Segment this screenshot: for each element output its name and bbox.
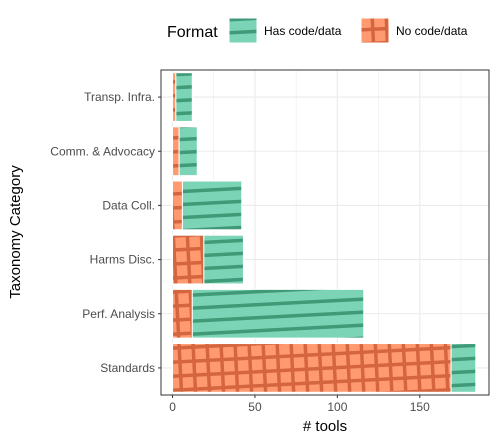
- legend: Format Has code/data No code/data: [167, 17, 468, 44]
- bar-comm-advocacy-has-code-data: [178, 126, 198, 177]
- y-tick-label-standards: Standards: [100, 361, 155, 375]
- x-tick-label-150: 150: [410, 400, 430, 414]
- y-tick-label-data-coll: Data Coll.: [102, 198, 155, 212]
- legend-label-has-code-data: Has code/data: [264, 24, 342, 38]
- bar-harms-disc-has-code-data: [203, 234, 244, 285]
- plot-panel: [161, 70, 489, 395]
- legend-title: Format: [167, 24, 218, 41]
- bar-harms-disc-no-code-data: [172, 234, 205, 285]
- x-tick-label-50: 50: [248, 400, 262, 414]
- plot-border: [160, 69, 490, 396]
- x-tick-label-0: 0: [169, 400, 176, 414]
- x-axis-title: # tools: [303, 418, 347, 435]
- bar-data-coll-has-code-data: [181, 180, 243, 231]
- legend-swatch-has-code-data: [228, 17, 258, 44]
- y-tick-label-harms-disc: Harms Disc.: [90, 253, 155, 267]
- bars: [172, 72, 477, 393]
- bar-comm-advocacy-no-code-data: [172, 126, 180, 177]
- y-tick-label-transp-infra: Transp. Infra.: [84, 90, 155, 104]
- y-tick-label-perf-analysis: Perf. Analysis: [82, 307, 155, 321]
- y-tick-label-comm-advocacy: Comm. & Advocacy: [50, 144, 155, 158]
- legend-label-no-code-data: No code/data: [396, 24, 468, 38]
- bar-transp-infra-has-code-data: [175, 72, 193, 122]
- bar-perf-analysis-no-code-data: [172, 288, 193, 339]
- bar-data-coll-no-code-data: [172, 180, 183, 231]
- bar-standards-has-code-data: [450, 343, 477, 393]
- y-axis-title: Taxonomy Category: [7, 165, 24, 299]
- bar-standards-no-code-data: [172, 343, 452, 393]
- x-tick-label-100: 100: [327, 400, 347, 414]
- bar-perf-analysis-has-code-data: [191, 288, 365, 339]
- legend-swatch-no-code-data: [360, 17, 390, 44]
- y-axis: Transp. Infra. Comm. & Advocacy Data Coll.…: [50, 90, 161, 375]
- x-axis: 0 50 100 150: [169, 395, 430, 414]
